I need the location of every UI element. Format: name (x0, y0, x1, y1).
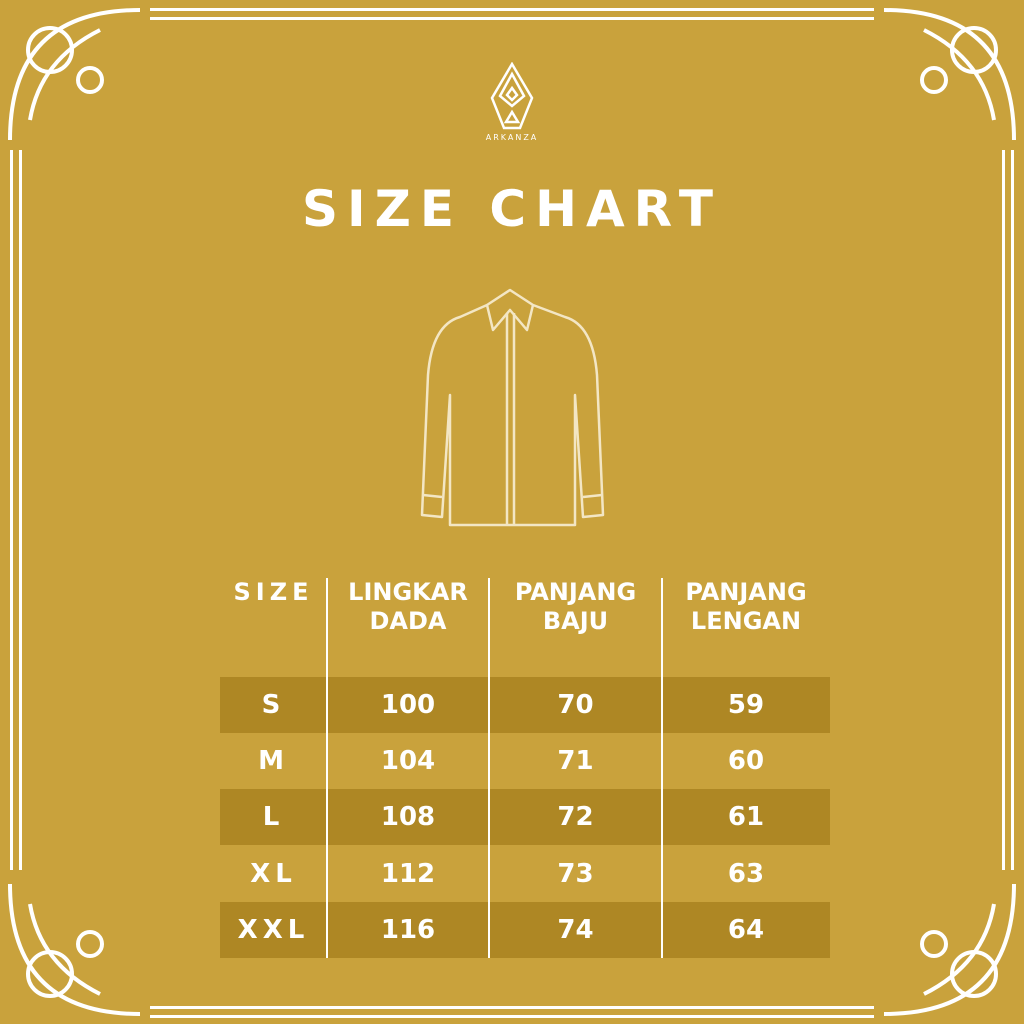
page-title: SIZE CHART (301, 180, 723, 238)
header-text: PANJANG (514, 578, 637, 606)
size-label: S (261, 690, 286, 720)
column-divider (326, 578, 328, 958)
size-label: XL (250, 859, 297, 889)
measurement-cell: 73 (557, 859, 594, 889)
header-text: PANJANG (685, 578, 807, 606)
header-text: SIZE (233, 578, 314, 606)
measurement-cell: 64 (727, 915, 765, 945)
column-header: PANJANG BAJU (489, 578, 662, 636)
diamond-batik-logo-icon (490, 62, 534, 130)
measurement-cell: 100 (380, 690, 436, 720)
measurement-cell: 63 (727, 859, 765, 889)
header-text: DADA (369, 607, 447, 635)
border-frame (150, 8, 874, 20)
measurement-cell: 108 (380, 802, 436, 832)
measurement-cell: 104 (380, 746, 436, 776)
column-header: LINGKAR DADA (327, 578, 489, 636)
border-frame (1002, 150, 1014, 870)
corner-ornament-icon (883, 8, 1016, 141)
column-header: SIZE (220, 578, 327, 607)
corner-ornament-icon (8, 8, 141, 141)
border-frame (10, 150, 22, 870)
size-label: XXL (237, 915, 310, 945)
measurement-cell: 61 (727, 802, 765, 832)
measurement-cell: 60 (727, 746, 765, 776)
size-label: L (262, 802, 285, 832)
row-stripe (220, 677, 830, 733)
row-stripe (220, 902, 830, 958)
brand-name: ARKANZA (485, 133, 539, 142)
size-label: M (258, 746, 289, 776)
corner-ornament-icon (883, 883, 1016, 1016)
row-stripe (220, 789, 830, 845)
measurement-cell: 74 (557, 915, 594, 945)
header-text: LINGKAR (348, 578, 468, 606)
corner-ornament-icon (8, 883, 141, 1016)
column-divider (661, 578, 663, 958)
header-text: LENGAN (690, 607, 802, 635)
column-divider (488, 578, 490, 958)
shirt-icon (420, 288, 605, 527)
header-text: BAJU (542, 607, 609, 635)
measurement-cell: 116 (380, 915, 436, 945)
measurement-cell: 72 (557, 802, 594, 832)
measurement-cell: 70 (557, 690, 594, 720)
measurement-cell: 71 (557, 746, 594, 776)
border-frame (150, 1006, 874, 1018)
measurement-cell: 112 (380, 859, 436, 889)
column-header: PANJANG LENGAN (662, 578, 830, 636)
measurement-cell: 59 (727, 690, 765, 720)
